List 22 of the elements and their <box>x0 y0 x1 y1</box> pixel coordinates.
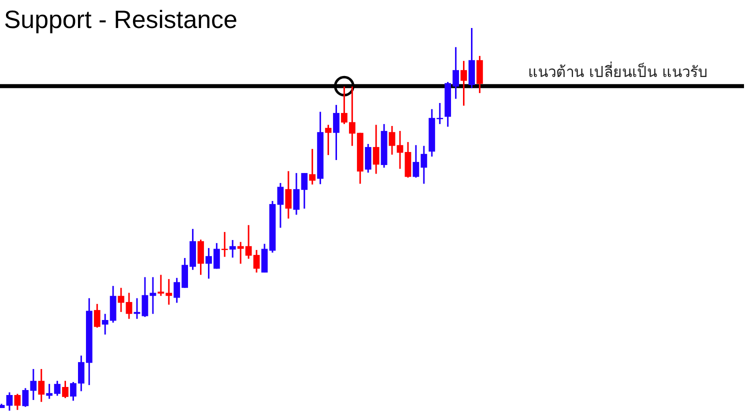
candlestick <box>388 125 396 156</box>
candlestick <box>277 182 284 229</box>
chart-title: Support - Resistance <box>4 6 238 34</box>
candlestick <box>396 130 404 170</box>
candlestick <box>134 297 140 320</box>
candlestick <box>325 124 332 156</box>
candlestick <box>62 380 68 399</box>
candlestick <box>6 392 13 412</box>
candlestick <box>333 104 340 161</box>
candlestick <box>38 368 45 403</box>
candlestick <box>14 393 21 411</box>
candlestick <box>460 60 467 106</box>
candlestick <box>364 143 372 174</box>
ref-line-label: แนวต้าน เปลี่ยนเป็น แนวรับ <box>528 61 708 82</box>
candlestick <box>476 55 483 94</box>
candlestick <box>198 238 204 276</box>
candlestick <box>372 124 380 175</box>
candlestick <box>309 148 316 186</box>
candlestick <box>261 243 268 274</box>
candlestick <box>285 170 292 220</box>
candlestick <box>229 239 236 258</box>
candlestick <box>94 303 100 328</box>
